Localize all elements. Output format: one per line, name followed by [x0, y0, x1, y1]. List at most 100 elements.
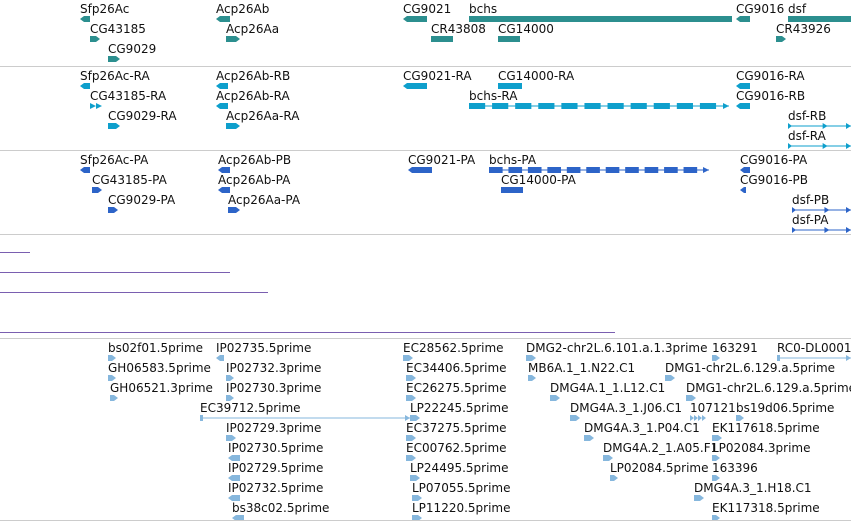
est-glyph — [550, 395, 560, 401]
protein-glyph — [218, 187, 230, 193]
repeat-feature[interactable] — [0, 252, 30, 253]
est-glyph — [603, 455, 613, 461]
feature-label: DMG4A.3_1.P04.C1 — [584, 421, 700, 435]
gene-glyph — [226, 36, 240, 42]
transcript-glyph — [469, 103, 729, 109]
feature-label: IP02730.3prime — [226, 381, 322, 395]
gene-glyph — [216, 16, 230, 22]
est-glyph — [108, 355, 116, 361]
feature-label: dsf — [788, 2, 807, 16]
feature-label: LP24495.5prime — [410, 461, 509, 475]
gene-glyph — [788, 16, 851, 22]
feature-label: CG9021-PA — [408, 153, 476, 167]
feature-label: RC0-DL0001 — [777, 341, 851, 355]
feature-label: CG14000-PA — [501, 173, 576, 187]
transcript-glyph — [736, 103, 750, 109]
est-glyph — [570, 415, 580, 421]
feature-label: Acp26Aa-RA — [226, 109, 300, 123]
est-glyph — [406, 375, 416, 381]
protein-glyph — [792, 227, 851, 233]
transcript-glyph — [403, 83, 427, 89]
track-divider — [0, 66, 851, 67]
feature-label: dsf-RB — [788, 109, 827, 123]
transcript-glyph — [226, 123, 240, 129]
est-glyph — [228, 495, 240, 501]
est-glyph — [410, 415, 420, 421]
transcript-glyph — [788, 123, 851, 129]
feature-label: CG9029-PA — [108, 193, 176, 207]
est-glyph — [712, 435, 722, 441]
protein-glyph — [80, 167, 90, 173]
transcript-glyph — [216, 103, 228, 109]
est-glyph — [410, 475, 420, 481]
feature-label: Sfp26Ac-PA — [80, 153, 149, 167]
feature-label: dsf-PA — [792, 213, 829, 227]
gene-glyph — [90, 36, 100, 42]
est-glyph — [412, 495, 422, 501]
repeats-track — [0, 235, 851, 339]
transcript-glyph — [736, 83, 750, 89]
feature-label: CG9029 — [108, 42, 157, 56]
repeat-feature[interactable] — [0, 332, 615, 333]
feature-label: Sfp26Ac-RA — [80, 69, 150, 83]
transcript-glyph — [788, 143, 851, 149]
feature-label: Acp26Ab-PB — [218, 153, 292, 167]
feature-label: 163291 — [712, 341, 758, 355]
est-glyph — [736, 415, 744, 421]
feature-label: bs38c02.5prime — [232, 501, 330, 515]
feature-label: MB6A.1_1.N22.C1 — [528, 361, 636, 375]
feature-label: IP02732.3prime — [226, 361, 322, 375]
est-glyph — [226, 435, 236, 441]
est-glyph — [412, 515, 422, 521]
est-glyph — [584, 435, 594, 441]
feature-label: DMG4A.3_1.J06.C1 — [570, 401, 683, 415]
feature-label: CG9029-RA — [108, 109, 177, 123]
feature-label: CG43185-PA — [92, 173, 167, 187]
est-glyph — [228, 475, 240, 481]
feature-label: CG43185-RA — [90, 89, 167, 103]
transcript-glyph — [90, 103, 102, 109]
protein-glyph — [218, 167, 230, 173]
est-glyph — [226, 375, 234, 381]
feature-label: Acp26Aa-PA — [228, 193, 301, 207]
feature-label: EC34406.5prime — [406, 361, 507, 375]
protein-glyph — [489, 167, 709, 173]
feature-label: Acp26Ab-PA — [218, 173, 291, 187]
feature-label: CG9021-RA — [403, 69, 472, 83]
feature-label: CG9016-RA — [736, 69, 805, 83]
est-glyph — [406, 455, 416, 461]
feature-label: GH06521.3prime — [110, 381, 213, 395]
feature-label: CG14000 — [498, 22, 554, 36]
est-glyph — [108, 375, 116, 381]
gene-glyph — [776, 36, 786, 42]
track-divider — [0, 338, 851, 339]
feature-label: LP07055.5prime — [412, 481, 511, 495]
transcript-glyph — [108, 123, 120, 129]
est-glyph — [610, 475, 618, 481]
feature-label: bs02f01.5prime — [108, 341, 204, 355]
est-glyph — [665, 375, 675, 381]
feature-label: Acp26Ab — [216, 2, 270, 16]
track-divider — [0, 520, 851, 521]
genes-track: Sfp26Ac CG43185 CG9029 Acp26Ab Acp26Aa CG9021… — [0, 0, 851, 66]
est-glyph — [694, 495, 704, 501]
transcripts-track: Sfp26Ac-RA CG43185-RA CG9029-RA Acp26Ab-RB A… — [0, 67, 851, 150]
feature-label: IP02730.5prime — [228, 441, 324, 455]
repeat-feature[interactable] — [0, 292, 268, 293]
est-glyph — [403, 355, 413, 361]
feature-label: bchs — [469, 2, 498, 16]
gene-glyph — [736, 16, 750, 22]
feature-label: CG14000-RA — [498, 69, 575, 83]
protein-glyph — [408, 167, 432, 173]
feature-label: dsf-RA — [788, 129, 826, 143]
repeat-feature[interactable] — [0, 272, 230, 273]
gene-glyph — [80, 16, 90, 22]
feature-label: EC39712.5prime — [200, 401, 301, 415]
protein-glyph — [228, 207, 240, 213]
protein-glyph — [740, 187, 746, 193]
est-glyph — [777, 355, 851, 361]
feature-label: bchs-RA — [469, 89, 518, 103]
est-glyph — [110, 395, 118, 401]
protein-glyph — [501, 187, 523, 193]
